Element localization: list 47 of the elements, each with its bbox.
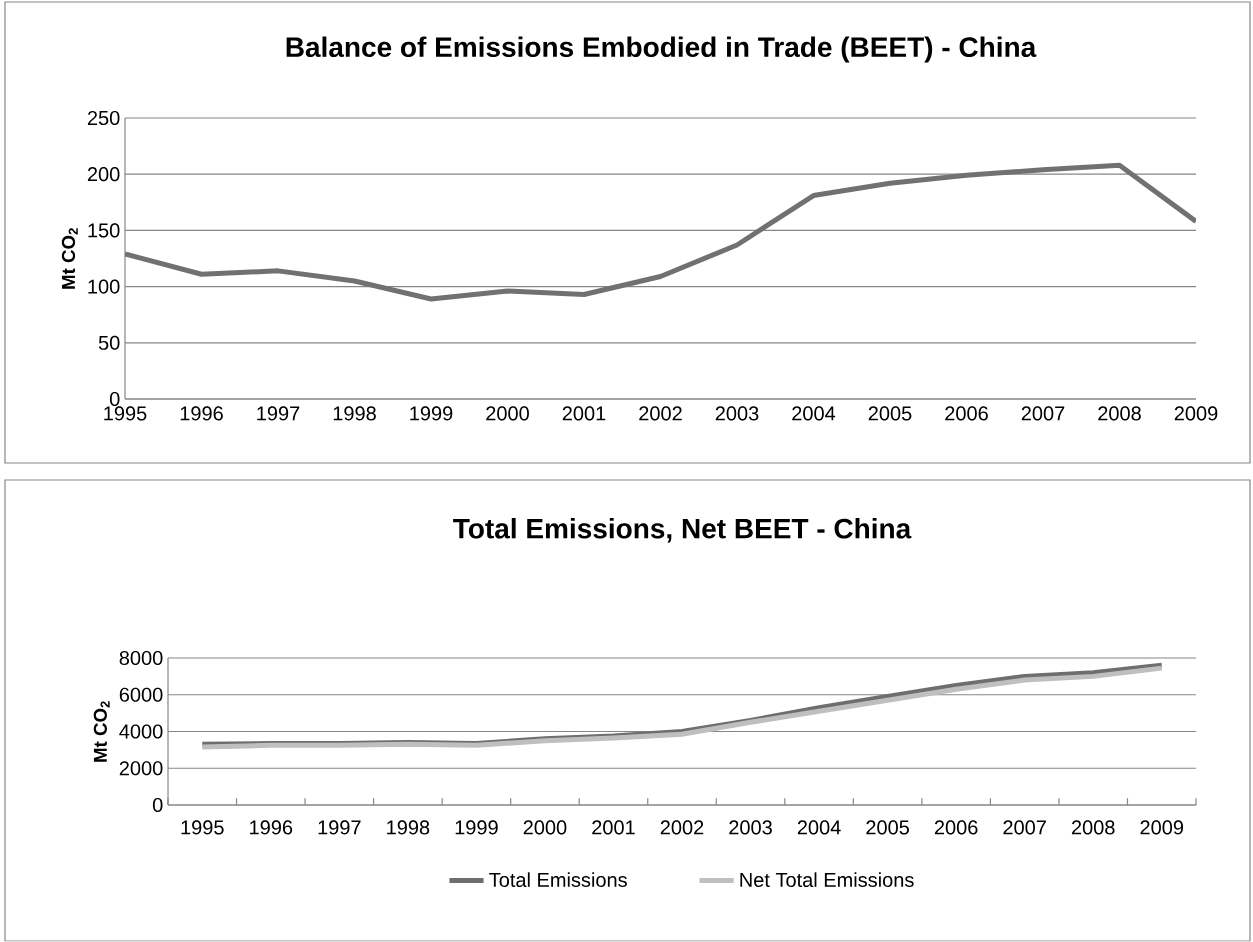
x-tick-label: 2006 (934, 820, 978, 835)
x-tick-label: 2000 (486, 406, 529, 421)
y-tick-label: 4000 (119, 724, 163, 739)
y-tick-label: 0 (152, 798, 163, 813)
y-axis-title: Mt CO$_{2}$ (93, 701, 110, 762)
x-tick-label: 1995 (181, 820, 224, 835)
x-tick-label: 1999 (410, 406, 453, 421)
x-tick-label: 1998 (333, 406, 376, 421)
y-tick-label: 250 (87, 111, 120, 126)
x-tick-label: 2009 (1140, 820, 1184, 835)
y-tick-label: 0 (109, 392, 120, 407)
x-tick-label: 2007 (1003, 820, 1046, 835)
y-tick-label: 8000 (119, 651, 163, 666)
chart-title: Balance of Emissions Embodied in Trade (BEET) - China (286, 36, 1037, 63)
legend-label: Net Total Emissions (740, 872, 914, 888)
y-tick-label: 2000 (119, 761, 163, 776)
y-tick-label: 200 (87, 167, 120, 182)
x-tick-label: 2007 (1021, 406, 1065, 421)
x-tick-label: 2008 (1098, 406, 1141, 421)
x-tick-label: 2003 (729, 820, 772, 835)
x-tick-label: 1999 (455, 820, 498, 835)
x-tick-label: 1998 (387, 820, 430, 835)
x-tick-label: 1997 (257, 406, 300, 421)
y-tick-label: 150 (88, 223, 120, 238)
y-axis-title: Mt CO$_{2}$ (61, 228, 78, 289)
x-tick-label: 2005 (866, 820, 910, 835)
x-tick-label: 2003 (715, 406, 759, 421)
x-tick-label: 2004 (792, 406, 836, 421)
x-tick-label: 2002 (639, 406, 682, 421)
x-tick-label: 2005 (868, 406, 912, 421)
x-tick-label: 2001 (562, 406, 606, 421)
x-tick-label: 2001 (592, 820, 635, 835)
y-tick-label: 50 (98, 335, 120, 351)
x-tick-label: 2009 (1174, 406, 1218, 421)
x-tick-label: 2008 (1071, 820, 1115, 835)
legend-label: Total Emissions (489, 872, 627, 888)
y-tick-label: 100 (88, 279, 120, 294)
x-tick-label: 2006 (945, 406, 988, 421)
x-tick-label: 2004 (797, 820, 841, 835)
x-tick-label: 1996 (250, 820, 293, 835)
chart-title: Total Emissions, Net BEET - China (453, 518, 912, 543)
x-tick-label: 1996 (180, 406, 223, 421)
x-tick-label: 1997 (318, 820, 361, 835)
x-tick-label: 1995 (104, 406, 147, 421)
x-tick-label: 2000 (523, 820, 567, 835)
x-tick-label: 2002 (660, 820, 704, 835)
y-tick-label: 6000 (119, 687, 163, 703)
